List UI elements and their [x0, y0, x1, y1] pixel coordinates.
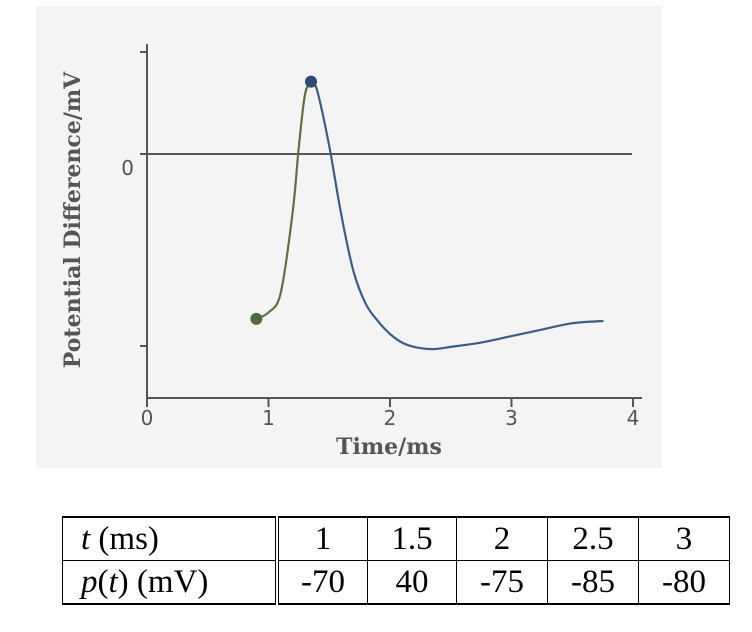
time-value: 1: [276, 516, 368, 561]
x-axis-title: Time/ms: [336, 434, 442, 460]
potential-value: 40: [367, 560, 457, 605]
repolarization-segment: [309, 80, 604, 351]
potential-curve: [255, 80, 604, 351]
x-tick-label: 3: [505, 406, 518, 430]
y-axis-title: Potential Difference/mV: [60, 71, 86, 368]
depolarization-segment: [255, 80, 313, 320]
potential-value: -70: [276, 560, 368, 605]
potential-row: p(t) (mV) -70 40 -75 -85 -80: [62, 560, 730, 605]
potential-value: -75: [456, 560, 548, 605]
x-axis-ticks: 0 1 2 3 4: [141, 398, 640, 430]
potential-argument: t: [108, 563, 118, 600]
x-tick-label: 0: [141, 406, 154, 430]
x-tick-label: 1: [262, 406, 275, 430]
y-tick-label: 0: [121, 156, 134, 180]
potential-value: -85: [547, 560, 639, 605]
curve-markers: [250, 75, 318, 325]
action-potential-chart: 0 0 1 2 3 4 Time/ms Potential Difference/mV: [60, 44, 642, 460]
peak-point-marker: [305, 75, 318, 88]
x-tick-label: 2: [384, 406, 397, 430]
y-axis-ticks: 0: [121, 51, 147, 347]
start-point-marker: [250, 312, 263, 325]
time-value: 2: [456, 516, 548, 561]
potential-unit: (mV): [136, 563, 209, 600]
time-header: t (ms): [62, 516, 279, 561]
time-unit: (ms): [98, 520, 159, 557]
potential-value: -80: [638, 560, 730, 605]
x-tick-label: 4: [627, 406, 640, 430]
data-table: t (ms) 1 1.5 2 2.5 3 p(t) (mV) -70 40 -7…: [62, 516, 730, 605]
chart-panel: 0 0 1 2 3 4 Time/ms Potential Difference/mV: [36, 6, 662, 468]
potential-header: p(t) (mV): [62, 560, 279, 605]
time-value: 1.5: [367, 516, 457, 561]
potential-variable: p: [81, 563, 98, 600]
time-row: t (ms) 1 1.5 2 2.5 3: [62, 516, 730, 561]
time-value: 3: [638, 516, 730, 561]
time-variable: t: [81, 520, 91, 557]
time-value: 2.5: [547, 516, 639, 561]
